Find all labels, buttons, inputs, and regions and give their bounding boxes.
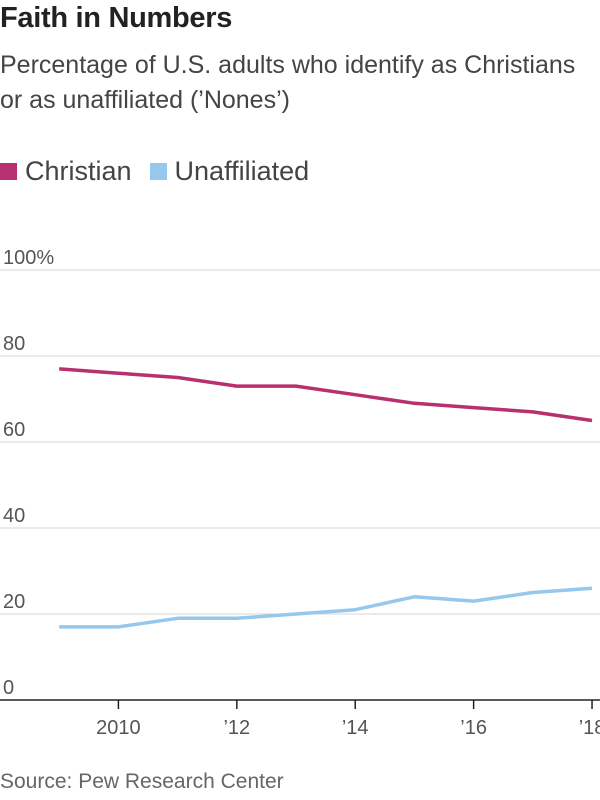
x-tick-label-2010: 2010 [96,717,141,739]
y-tick-label-80: 80 [3,333,25,355]
y-tick-label-20: 20 [3,591,25,613]
source-note: Source: Pew Research Center [0,770,284,793]
legend-swatch-unaffiliated [149,162,167,180]
legend-label-christian: Christian [25,155,132,186]
x-tick-label-2012: ’12 [223,717,250,739]
y-tick-label-0: 0 [3,677,14,699]
legend-label-unaffiliated: Unaffiliated [174,155,310,186]
y-tick-label-100: 100% [3,247,54,269]
y-tick-label-60: 60 [3,419,25,441]
x-tick-label-2016: ’16 [460,717,487,739]
x-tick-label-2014: ’14 [342,717,369,739]
series-line-unaffiliated [59,586,593,629]
x-tick-label-2018: ’18 [579,717,600,739]
legend-item-christian: Christian [0,156,132,187]
legend: Christian Unaffiliated [0,154,327,188]
chart-title: Faith in Numbers [0,2,233,34]
legend-swatch-christian [0,162,17,180]
series-line-christian [59,367,593,423]
y-tick-label-40: 40 [3,505,25,527]
chart-subtitle: Percentage of U.S. adults who identify a… [0,51,576,114]
legend-item-unaffiliated: Unaffiliated [149,155,310,187]
